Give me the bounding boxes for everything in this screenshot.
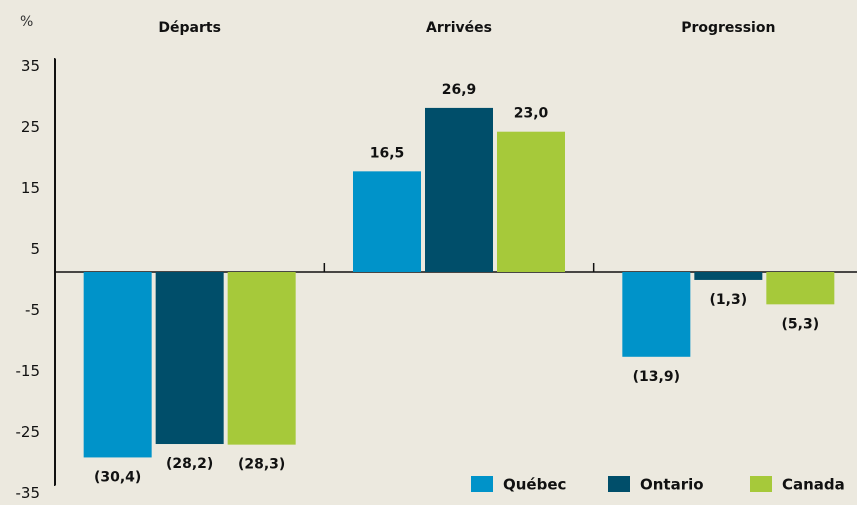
y-tick-label: 15 xyxy=(21,179,40,197)
bar xyxy=(155,272,224,445)
bar xyxy=(425,107,493,272)
bar xyxy=(622,272,691,357)
category-label: Arrivées xyxy=(426,20,492,36)
y-tick-label: -15 xyxy=(16,362,41,380)
y-tick-label: -5 xyxy=(25,301,40,319)
y-tick-label: 25 xyxy=(21,118,40,136)
legend-label: Ontario xyxy=(640,476,704,494)
y-tick-label: 35 xyxy=(21,57,40,75)
y-tick-label: -35 xyxy=(16,484,41,502)
legend-swatch xyxy=(750,476,772,492)
legend-label: Canada xyxy=(782,476,845,494)
value-label: (30,4) xyxy=(94,469,141,485)
bar xyxy=(766,272,835,305)
bar xyxy=(83,272,152,458)
value-label: (28,2) xyxy=(166,456,213,472)
category-label: Départs xyxy=(158,20,221,36)
bar xyxy=(497,131,565,272)
value-label: (13,9) xyxy=(633,369,680,385)
bar xyxy=(694,272,763,280)
bar xyxy=(353,171,421,272)
category-label: Progression xyxy=(681,20,775,36)
value-label: 26,9 xyxy=(442,82,477,98)
legend-swatch xyxy=(471,476,493,492)
value-label: 23,0 xyxy=(514,106,549,122)
y-axis-label: % xyxy=(20,14,33,30)
value-label: (1,3) xyxy=(710,292,748,308)
value-label: (28,3) xyxy=(238,457,285,473)
y-tick-label: 5 xyxy=(30,240,40,258)
legend-swatch xyxy=(608,476,630,492)
y-tick-label: -25 xyxy=(16,423,41,441)
value-label: 16,5 xyxy=(370,145,405,161)
value-label: (5,3) xyxy=(782,316,820,332)
legend-label: Québec xyxy=(503,476,566,494)
bar xyxy=(227,272,296,445)
